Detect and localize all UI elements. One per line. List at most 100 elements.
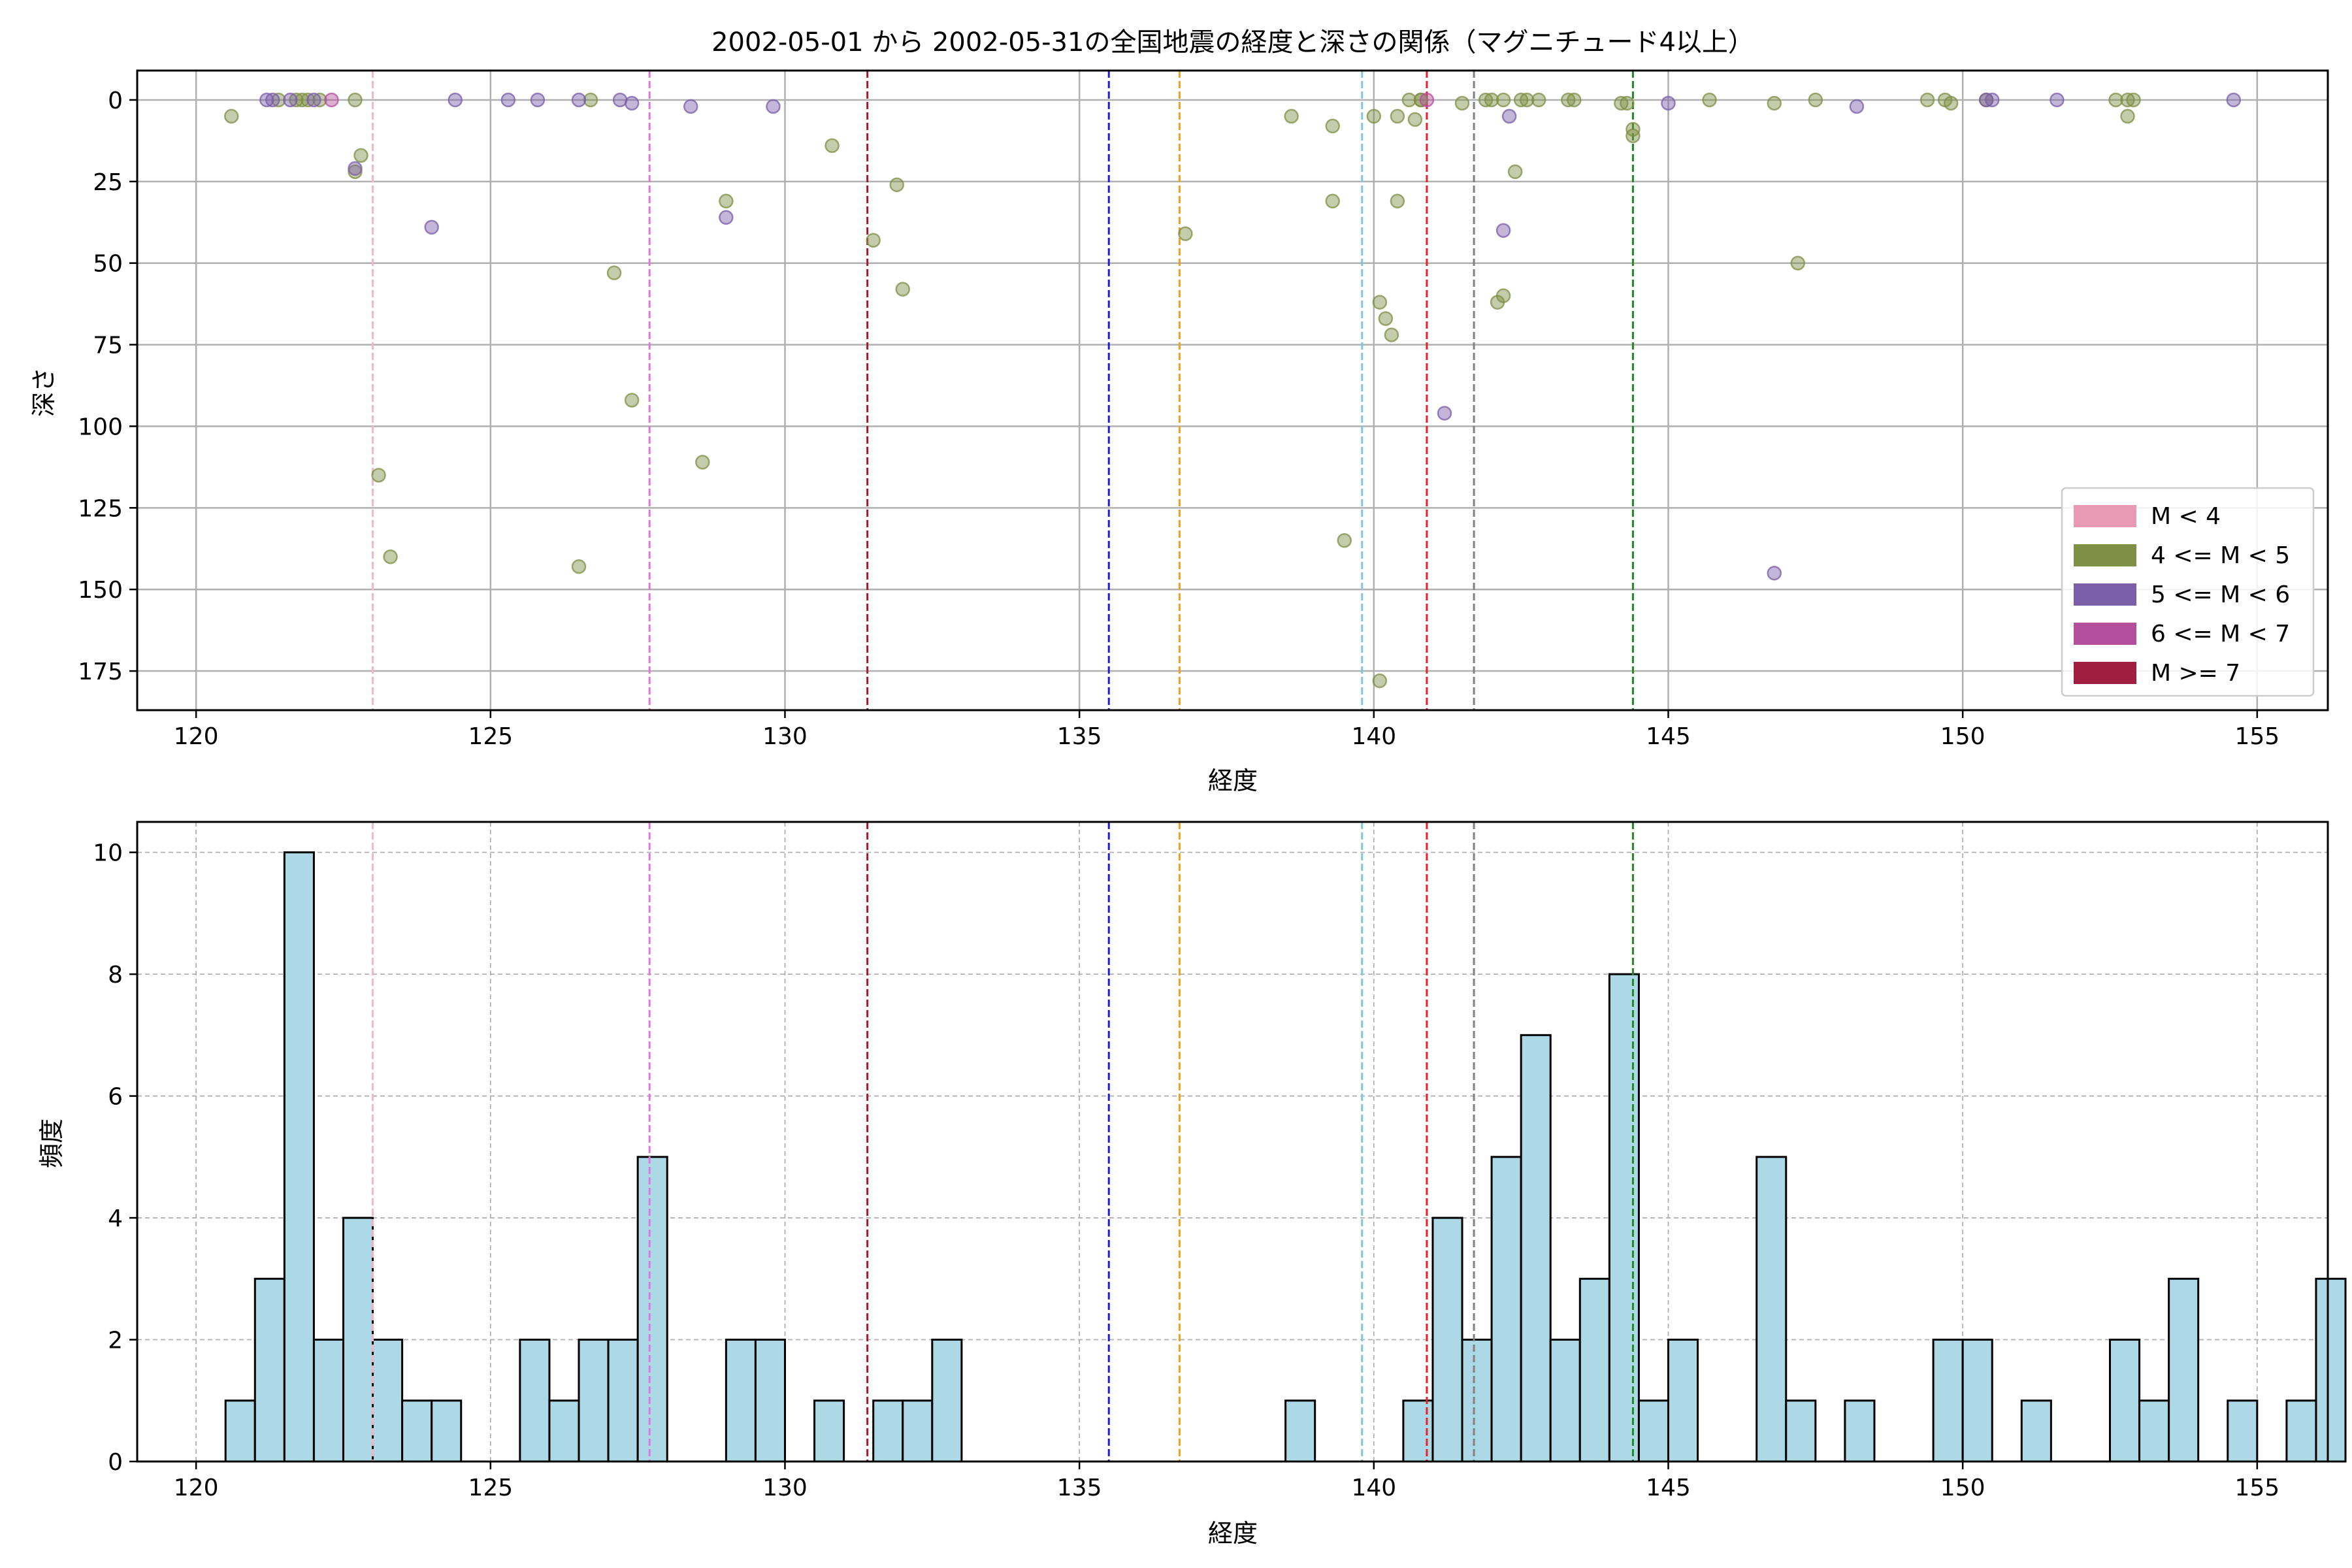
scatter-point <box>1390 108 1405 124</box>
scatter-y-tick-label: 150 <box>78 577 123 604</box>
scatter-x-tick-label: 125 <box>468 723 513 750</box>
histogram-bar <box>1490 1156 1522 1463</box>
scatter-point <box>1567 92 1582 108</box>
legend-swatch <box>2074 662 2136 684</box>
histogram-bar <box>1461 1339 1493 1463</box>
scatter-point <box>283 92 298 108</box>
scatter-point <box>719 210 734 225</box>
histogram-bar <box>253 1277 286 1463</box>
scatter-y-tick-label: 50 <box>93 251 123 278</box>
histogram-bar <box>1284 1399 1316 1463</box>
histogram-bar <box>372 1339 404 1463</box>
histogram-y-tick-label: 10 <box>93 840 123 867</box>
scatter-y-ticks: 0 25 50 75 100 125 150 175 <box>78 88 137 685</box>
histogram-bar <box>2168 1277 2200 1463</box>
scatter-point <box>866 233 881 248</box>
histogram-x-tick-label: 150 <box>1940 1475 1985 1501</box>
scatter-point <box>530 92 546 108</box>
scatter-y-tick-label: 175 <box>78 659 123 685</box>
scatter-point <box>1808 92 1823 108</box>
histogram-bars <box>224 851 2347 1463</box>
histogram-bar <box>1549 1339 1581 1463</box>
histogram-bar <box>283 851 315 1463</box>
histogram-bar <box>1578 1277 1610 1463</box>
scatter-point <box>889 177 904 193</box>
chart-title: 2002-05-01 から 2002-05-31の全国地震の経度と深さの関係（マ… <box>711 27 1754 57</box>
scatter-point <box>424 220 439 235</box>
histogram-x-tick-label: 125 <box>468 1475 513 1501</box>
histogram-x-axis-label: 経度 <box>1208 1519 1258 1548</box>
histogram-y-tick-label: 6 <box>108 1084 123 1111</box>
scatter-point <box>1284 108 1299 124</box>
scatter-y-tick-label: 0 <box>108 88 123 114</box>
scatter-point <box>2108 92 2123 108</box>
legend-swatch <box>2074 623 2136 645</box>
scatter-point <box>223 108 239 124</box>
histogram-y-tick-label: 0 <box>108 1449 123 1476</box>
scatter-x-tick-label: 150 <box>1940 723 1985 750</box>
histogram-bar <box>1667 1339 1699 1463</box>
histogram-bar <box>548 1399 580 1463</box>
scatter-point <box>1378 311 1394 326</box>
scatter-point <box>624 95 640 111</box>
scatter-point <box>1849 99 1865 114</box>
histogram-bar <box>1961 1339 1993 1463</box>
legend-label: 5 <= M < 6 <box>2151 581 2290 608</box>
scatter-point <box>2126 92 2141 108</box>
histogram-y-ticks: 0 2 4 6 8 10 <box>93 840 137 1476</box>
histogram-x-tick-label: 155 <box>2234 1475 2279 1501</box>
histogram-bar <box>1608 973 1640 1463</box>
histogram-bar <box>607 1339 639 1463</box>
scatter-chart: 120 125 130 135 140 145 150 155 0 25 50 75 100 125 15… <box>29 69 2329 795</box>
histogram-bar <box>342 1217 374 1463</box>
histogram-bar <box>401 1399 433 1463</box>
scatter-y-tick-label: 75 <box>93 333 123 359</box>
scatter-point <box>1484 92 1499 108</box>
scatter-point <box>500 92 516 108</box>
scatter-point <box>1401 92 1417 108</box>
histogram-bar <box>578 1339 610 1463</box>
scatter-point <box>695 455 710 470</box>
histogram-grid <box>137 822 2328 1462</box>
scatter-point <box>895 282 910 297</box>
legend-swatch <box>2074 505 2136 527</box>
legend-swatch <box>2074 544 2136 566</box>
scatter-point <box>583 92 598 108</box>
scatter-point <box>1454 95 1470 111</box>
scatter-point <box>1919 92 1935 108</box>
histogram-x-tick-label: 120 <box>174 1475 219 1501</box>
histogram-bar <box>1844 1399 1876 1463</box>
scatter-point <box>1419 92 1435 108</box>
scatter-x-tick-label: 155 <box>2234 723 2279 750</box>
scatter-point <box>571 92 587 108</box>
scatter-x-tick-label: 145 <box>1646 723 1691 750</box>
scatter-point <box>1702 92 1717 108</box>
scatter-point <box>1372 295 1388 310</box>
histogram-y-tick-label: 4 <box>108 1205 123 1232</box>
scatter-point <box>1519 92 1535 108</box>
histogram-bar <box>224 1399 256 1463</box>
scatter-point <box>1384 327 1399 342</box>
scatter-point <box>2050 92 2065 108</box>
histogram-y-tick-label: 2 <box>108 1328 123 1354</box>
scatter-point <box>1661 95 1676 111</box>
scatter-point <box>825 138 840 154</box>
scatter-points <box>223 92 2242 689</box>
histogram-bar <box>902 1399 934 1463</box>
histogram-x-ticks: 120 125 130 135 140 145 150 155 <box>174 1462 2279 1501</box>
histogram-bar <box>2138 1399 2170 1463</box>
histogram-bar <box>2227 1399 2259 1463</box>
scatter-grid <box>137 71 2328 710</box>
histogram-bar <box>1785 1399 1817 1463</box>
scatter-y-tick-label: 100 <box>78 414 123 440</box>
histogram-bar <box>1431 1217 1463 1463</box>
legend-label: M >= 7 <box>2151 660 2240 687</box>
legend-label: M < 4 <box>2151 503 2221 530</box>
histogram-bar <box>1402 1399 1434 1463</box>
histogram-bar <box>1637 1399 1669 1463</box>
scatter-point <box>1495 223 1511 238</box>
scatter-point <box>683 99 698 114</box>
histogram-bar <box>2315 1277 2347 1463</box>
scatter-point <box>371 468 386 483</box>
